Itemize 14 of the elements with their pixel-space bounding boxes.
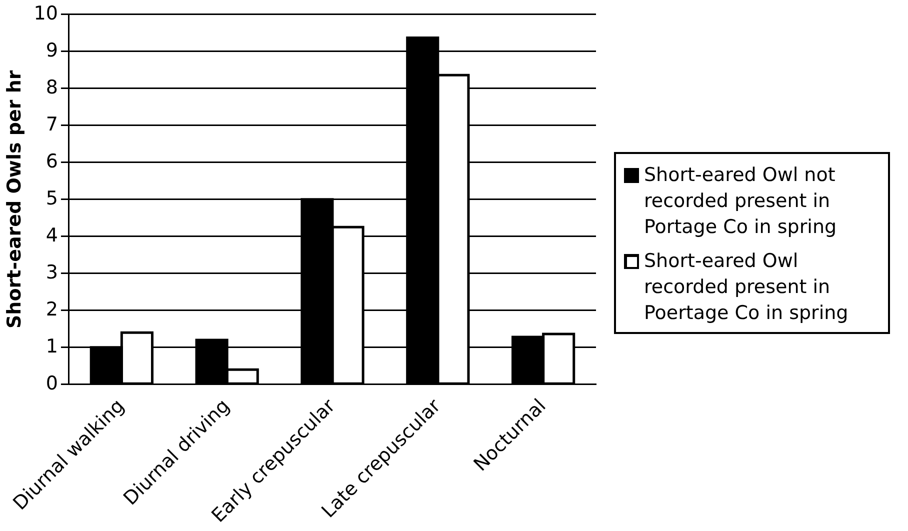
y-tick-label: 4 [46,224,58,246]
y-tick-label: 2 [46,298,58,320]
y-axis-title: Short-eared Owls per hr [3,70,26,329]
y-tick-label: 8 [46,76,58,98]
y-tick-label: 7 [46,113,58,136]
y-tick-label: 0 [46,372,58,394]
legend-label: Short-eared Owl not recorded present in Portage Co in spring [644,163,838,240]
y-tick-label: 10 [34,2,58,24]
y-tick-label: 1 [46,335,58,358]
y-tick-label: 9 [46,39,58,62]
legend-label: Short-eared Owl recorded present in Poertage Co in spring [644,249,850,326]
y-tick-label: 6 [46,150,58,172]
y-tick-label: 3 [46,261,58,284]
y-tick-label: 5 [46,187,58,210]
